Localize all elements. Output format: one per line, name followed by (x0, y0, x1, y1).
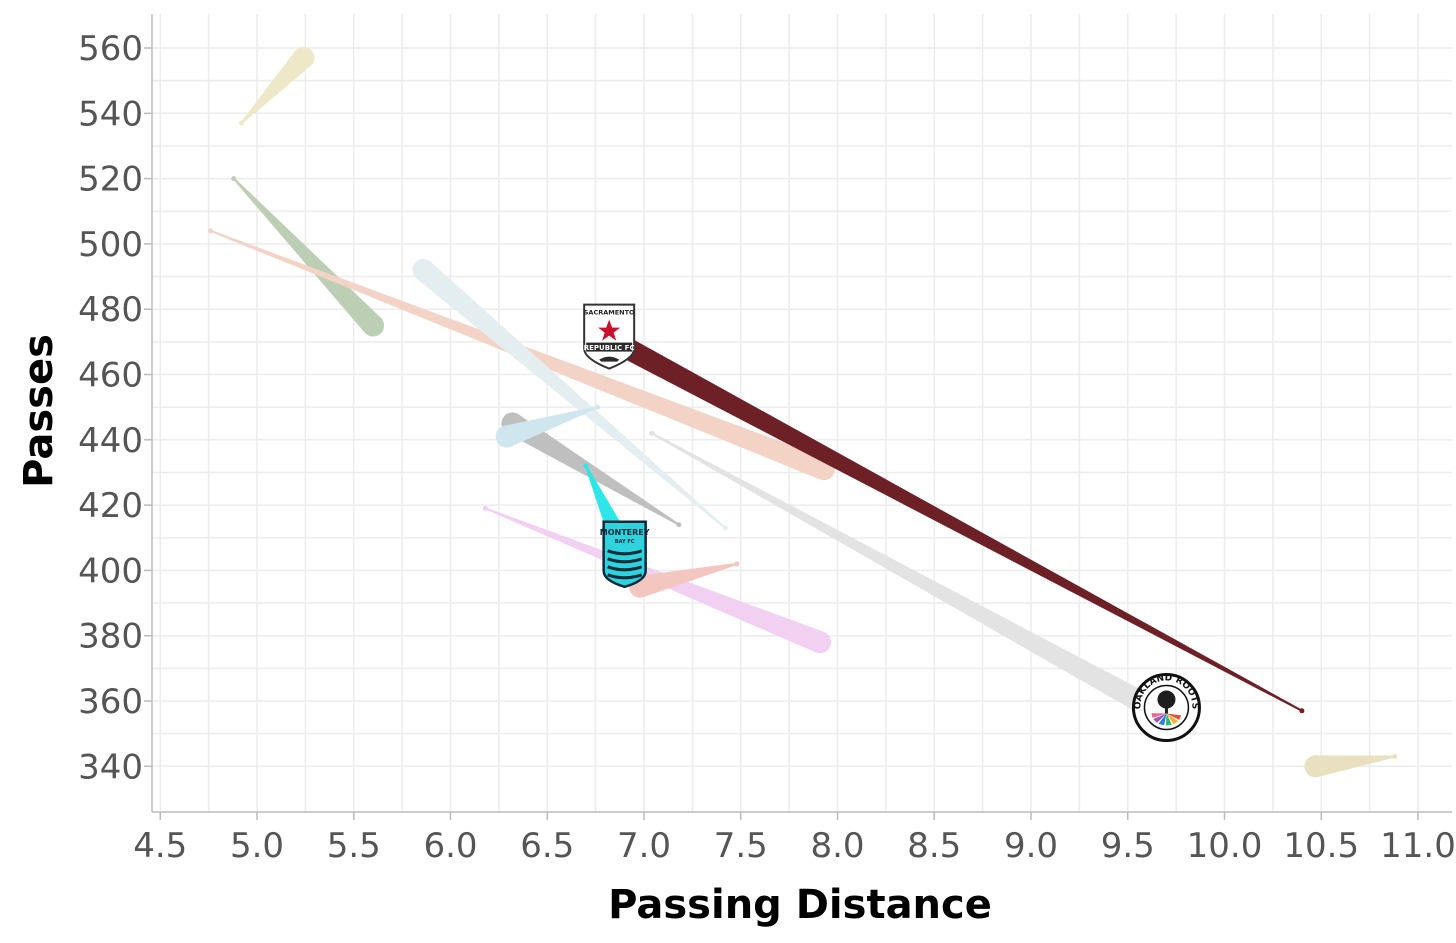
wave-icon (607, 557, 643, 564)
series-line (598, 327, 1305, 714)
y-tick-label: 360 (78, 682, 143, 722)
y-tick-label: 340 (78, 747, 143, 787)
oakland-roots-logo: OAKLAND ROOTS (1131, 673, 1201, 743)
grid-layer (152, 14, 1452, 812)
x-tick-label: 6.5 (520, 826, 574, 866)
y-axis-title: Passes (16, 334, 62, 488)
x-tick-label: 9.5 (1101, 826, 1155, 866)
series-line-start (734, 561, 740, 567)
tree-icon (1157, 690, 1176, 709)
series-line-end (412, 259, 435, 282)
x-tick-label: 9.0 (1004, 826, 1058, 866)
series-line (1304, 754, 1398, 778)
y-tick-label: 380 (78, 617, 143, 657)
y-tick-label: 480 (78, 290, 143, 330)
star-icon (598, 319, 621, 341)
series-line-body (233, 177, 382, 334)
x-tick-label: 8.0 (810, 826, 864, 866)
y-tick-label: 420 (78, 486, 143, 526)
y-tick-label: 460 (78, 356, 143, 396)
series-line (231, 176, 385, 337)
root-segment (1165, 713, 1172, 726)
root-segment (1153, 713, 1167, 723)
bear-icon (599, 356, 620, 362)
series-line-body (506, 414, 680, 526)
root-segment (1166, 713, 1179, 725)
x-tick-label: 10.5 (1283, 826, 1359, 866)
y-tick-label: 440 (78, 421, 143, 461)
logo-layer: SACRAMENTO REPUBLIC FC MONTEREY BAY FC OAKLA… (583, 303, 1201, 743)
x-tick-label: 7.0 (617, 826, 671, 866)
x-tick-label: 5.5 (327, 826, 381, 866)
y-tick-label: 540 (78, 94, 143, 134)
series-line-end (809, 631, 832, 654)
y-tick-label: 500 (78, 225, 143, 265)
series-line-start (208, 228, 214, 234)
series-line-start (1392, 754, 1398, 760)
root-segment (1158, 713, 1167, 726)
series-line-start (231, 176, 237, 182)
monterey-bay-logo: MONTEREY BAY FC (600, 520, 650, 589)
x-tick-label: 11.0 (1380, 826, 1456, 866)
series-line-start (649, 430, 655, 436)
series-line (239, 46, 315, 126)
series-line-start (583, 463, 589, 469)
x-tick-label: 10.0 (1187, 826, 1263, 866)
x-tick-label: 8.5 (907, 826, 961, 866)
series-line-start (722, 525, 728, 531)
series-line-start (1299, 708, 1305, 714)
wave-icon (607, 573, 643, 580)
x-tick-label: 6.0 (423, 826, 477, 866)
logo-bottom-text: REPUBLIC FC (584, 344, 635, 352)
series-line (412, 259, 728, 531)
series-line-end (362, 314, 385, 337)
series-line-body (651, 432, 1157, 718)
x-tick-label: 4.5 (133, 826, 187, 866)
series-line-start (676, 522, 682, 528)
y-tick-label: 520 (78, 160, 143, 200)
wave-icon (607, 565, 643, 572)
series-line-start (595, 404, 601, 410)
series-line-start (239, 120, 245, 126)
series-line-end (1304, 755, 1327, 778)
tree-trunk (1164, 705, 1168, 714)
wave-icon (607, 549, 643, 556)
series-line-body (240, 50, 312, 124)
series-line-body (1314, 755, 1395, 778)
series-line-body (603, 328, 1303, 712)
logo-shield (583, 303, 636, 370)
series-line-body (503, 406, 598, 448)
logo-top-text: MONTEREY (600, 528, 650, 537)
series-layer (208, 46, 1398, 778)
series-line-end (495, 425, 518, 448)
tick-layer: 4.5 5.0 5.5 6.0 6.5 7.0 7.5 8.0 8.5 9.0 9.5 10.0 10.… (78, 14, 1456, 866)
series-line-end (292, 46, 315, 69)
logo-top-text: SACRAMENTO (584, 309, 635, 317)
root-segment (1151, 713, 1167, 718)
logo-bottom-text: BAY FC (615, 539, 635, 545)
sacramento-republic-logo: SACRAMENTO REPUBLIC FC (583, 303, 636, 370)
y-tick-label: 400 (78, 551, 143, 591)
series-line-body (637, 562, 738, 598)
series-line (495, 404, 601, 448)
y-tick-label: 560 (78, 29, 143, 69)
series-line-body (416, 261, 726, 529)
series-line (649, 430, 1162, 719)
root-segment (1166, 713, 1182, 720)
logo-banner (586, 342, 633, 352)
x-axis-title: Passing Distance (608, 882, 992, 928)
x-tick-label: 7.5 (714, 826, 768, 866)
x-tick-label: 5.0 (230, 826, 284, 866)
series-line-start (482, 505, 488, 511)
